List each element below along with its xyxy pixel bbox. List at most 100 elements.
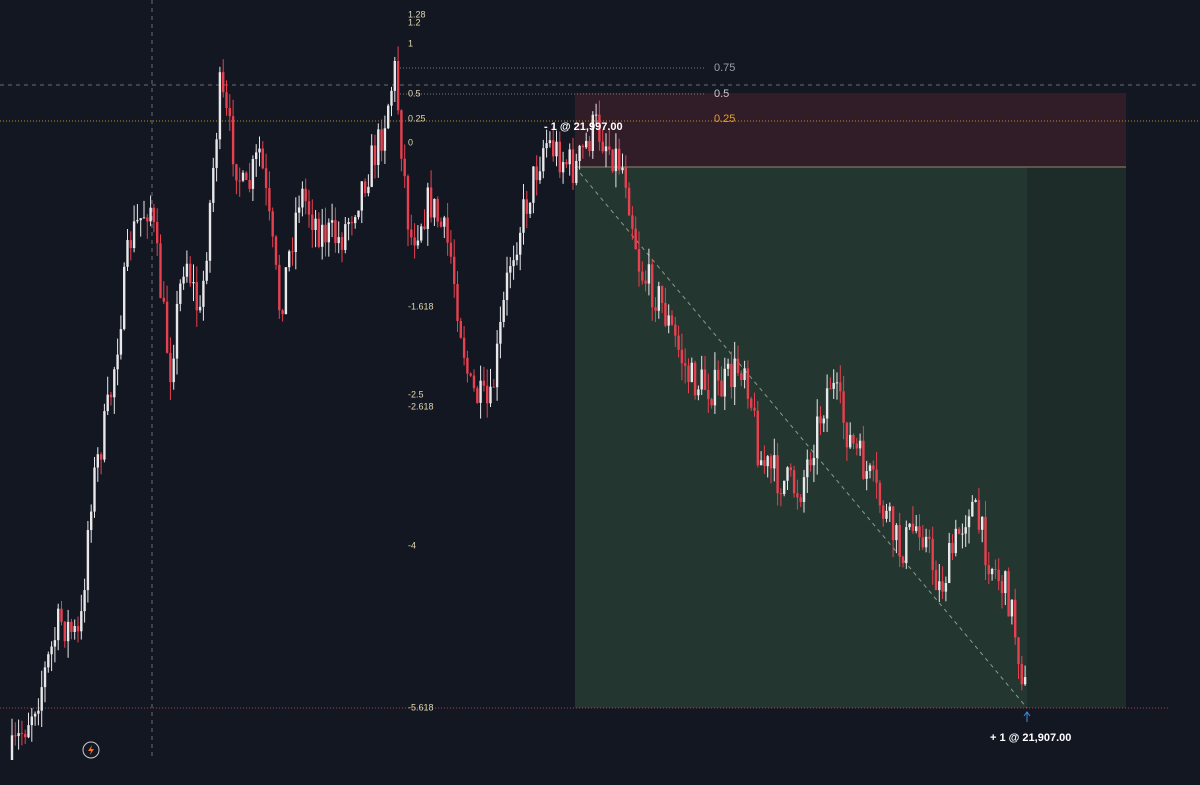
candle-body xyxy=(390,90,393,106)
candle-body xyxy=(63,621,66,642)
candle-body xyxy=(383,128,387,151)
candle-body xyxy=(222,72,225,93)
candle-body xyxy=(911,523,915,532)
candle-body xyxy=(687,365,690,382)
candle-body xyxy=(723,368,726,397)
candle-body xyxy=(670,315,674,325)
candle-body xyxy=(284,267,288,315)
candle-body xyxy=(598,114,601,142)
candle-body xyxy=(489,386,492,404)
candle-body xyxy=(47,654,50,668)
candle-body xyxy=(990,568,994,575)
candle-body xyxy=(396,60,400,111)
candle-body xyxy=(367,186,370,194)
candle-body xyxy=(327,222,330,243)
candle-body xyxy=(231,116,235,165)
candle-body xyxy=(20,733,24,735)
candle-body xyxy=(99,454,103,460)
candle-body xyxy=(340,237,344,250)
candle-body xyxy=(740,373,743,381)
candle-body xyxy=(472,375,476,389)
candle-body xyxy=(786,467,789,481)
candle-body xyxy=(852,434,855,444)
candle-body xyxy=(882,505,885,519)
candle-body xyxy=(773,455,776,469)
candle-body xyxy=(878,482,882,506)
candle-body xyxy=(581,145,585,148)
candle-body xyxy=(281,310,284,315)
candle-body xyxy=(291,251,294,253)
trade-path xyxy=(574,166,1028,709)
candle-body xyxy=(195,282,198,311)
candle-body xyxy=(644,280,647,284)
candle-body xyxy=(119,329,123,355)
candle-body xyxy=(416,240,420,246)
candle-body xyxy=(73,626,76,632)
candle-body xyxy=(208,202,212,261)
candle-body xyxy=(380,129,383,151)
candle-body xyxy=(924,536,928,548)
candle-body xyxy=(961,533,964,535)
candle-body xyxy=(898,525,901,557)
candle-body xyxy=(726,363,730,369)
candle-body xyxy=(466,357,469,374)
candle-body xyxy=(885,510,888,519)
candle-body xyxy=(872,465,875,470)
candle-body xyxy=(301,188,304,208)
candle-body xyxy=(816,416,819,458)
candle-body xyxy=(842,391,845,423)
candle-body xyxy=(759,460,763,466)
candle-body xyxy=(268,188,271,212)
candle-body xyxy=(845,422,849,448)
candle-body xyxy=(819,416,822,424)
candle-body xyxy=(954,528,957,554)
candle-body xyxy=(420,226,423,241)
candle-body xyxy=(987,565,990,575)
candle-body xyxy=(479,380,482,403)
candle-body xyxy=(30,716,33,726)
candle-body xyxy=(152,207,156,223)
exit-arrow xyxy=(1023,711,1031,722)
candle-body xyxy=(703,369,707,390)
candle-body xyxy=(505,272,509,300)
candle-body xyxy=(113,369,116,398)
candle-body xyxy=(717,369,720,381)
candle-body xyxy=(756,410,759,466)
candle-body xyxy=(185,263,189,277)
candle-body xyxy=(86,530,90,591)
candle-body xyxy=(994,568,997,570)
candle-body xyxy=(172,358,175,383)
candle-body xyxy=(977,500,981,530)
candle-body xyxy=(684,363,687,366)
candle-body xyxy=(908,523,911,528)
candle-body xyxy=(43,667,47,688)
candle-body xyxy=(462,337,466,358)
candle-body xyxy=(50,646,53,655)
candle-body xyxy=(33,713,37,717)
candle-body xyxy=(654,307,657,311)
candle-body xyxy=(736,358,740,374)
candle-body xyxy=(70,621,73,632)
fib-label: -5.618 xyxy=(408,702,434,712)
candle-body xyxy=(631,215,634,229)
candle-body xyxy=(449,242,453,257)
candle-body xyxy=(825,388,829,419)
candle-body xyxy=(948,542,951,584)
candle-body xyxy=(997,569,1000,582)
candle-body xyxy=(802,477,806,502)
candle-body xyxy=(971,501,974,517)
candle-body xyxy=(337,237,340,244)
candle-body xyxy=(835,382,839,384)
candle-body xyxy=(552,140,555,157)
candle-body xyxy=(891,506,895,541)
candle-body xyxy=(545,143,548,149)
candle-body xyxy=(1007,571,1010,617)
candle-body xyxy=(76,626,80,632)
candle-body xyxy=(245,172,248,180)
candle-body xyxy=(482,380,486,386)
candle-body xyxy=(789,467,792,471)
candle-body xyxy=(862,440,865,479)
fib-label: -1.618 xyxy=(408,301,434,311)
candle-body xyxy=(297,207,301,213)
candle-body xyxy=(512,260,515,267)
